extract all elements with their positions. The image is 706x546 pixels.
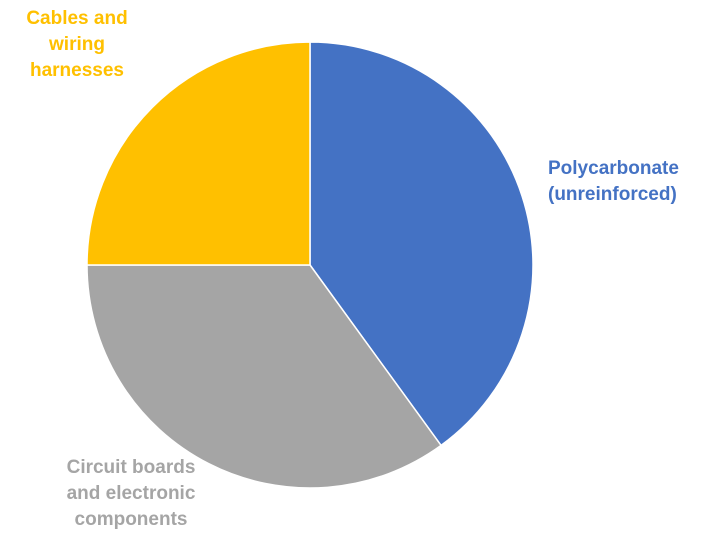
slice-label-line: harnesses [29,60,124,81]
slice-label-line: and electronic [66,483,196,504]
slice-label-circuit-boards: Circuit boards and electronic components [36,455,226,533]
slice-label-line: components [74,509,188,530]
slice-label-polycarbonate: Polycarbonate (unreinforced) [548,156,679,208]
pie-slice-cables-and-wiring-harnesses [86,41,311,266]
pie-slice-polycarbonate-unreinforced [309,41,534,447]
slice-label-line: (unreinforced) [548,184,677,205]
slice-label-line: Circuit boards [66,457,196,478]
pie-slice-circuit-boards-and-electronic-components [86,264,443,489]
slice-label-cables: Cables and wiring harnesses [2,6,152,84]
slice-label-line: Cables and [26,8,128,29]
slice-label-line: wiring [49,34,105,55]
slice-label-line: Polycarbonate [548,158,679,179]
